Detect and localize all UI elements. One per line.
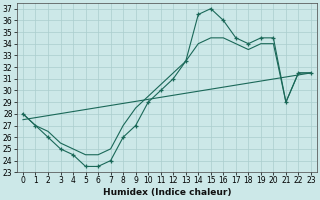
X-axis label: Humidex (Indice chaleur): Humidex (Indice chaleur) (103, 188, 231, 197)
